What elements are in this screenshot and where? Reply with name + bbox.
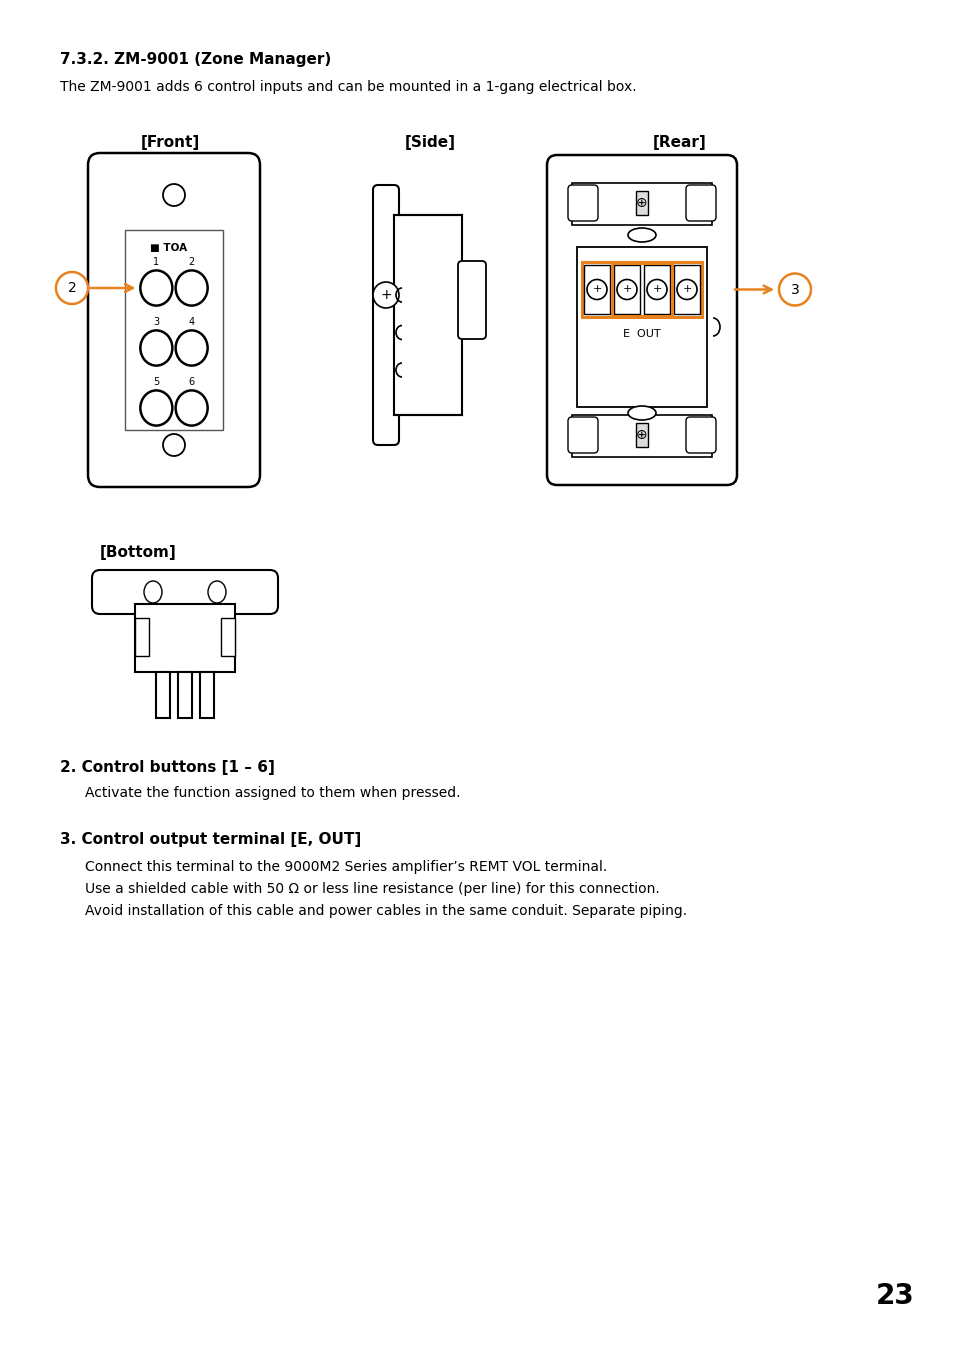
FancyBboxPatch shape [567, 417, 598, 453]
Text: +: + [592, 285, 601, 295]
Text: 6: 6 [189, 377, 194, 386]
Bar [200, 671, 213, 717]
Bar [178, 671, 192, 717]
Text: [Bottom]: [Bottom] [100, 544, 176, 561]
FancyBboxPatch shape [685, 417, 716, 453]
FancyBboxPatch shape [88, 153, 260, 486]
Bar [135, 617, 149, 657]
Text: 3. Control output terminal [E, OUT]: 3. Control output terminal [E, OUT] [60, 832, 361, 847]
Text: 2: 2 [189, 257, 194, 267]
Bar [673, 265, 700, 313]
Text: +: + [652, 285, 661, 295]
Bar [156, 671, 170, 717]
Ellipse shape [175, 390, 208, 426]
Bar [636, 190, 647, 215]
Circle shape [586, 280, 606, 300]
Text: [Rear]: [Rear] [653, 135, 706, 150]
Text: Use a shielded cable with 50 Ω or less line resistance (per line) for this conne: Use a shielded cable with 50 Ω or less l… [85, 882, 659, 896]
Ellipse shape [144, 581, 162, 603]
Ellipse shape [140, 331, 172, 366]
Ellipse shape [175, 270, 208, 305]
FancyBboxPatch shape [373, 185, 398, 444]
Bar [135, 604, 234, 671]
Text: ⊕: ⊕ [636, 196, 647, 209]
Bar [125, 230, 223, 430]
Text: [Front]: [Front] [140, 135, 199, 150]
Circle shape [163, 184, 185, 205]
Text: 5: 5 [153, 377, 159, 386]
Text: 1: 1 [153, 257, 159, 267]
Text: The ZM-9001 adds 6 control inputs and can be mounted in a 1-gang electrical box.: The ZM-9001 adds 6 control inputs and ca… [60, 80, 636, 95]
FancyBboxPatch shape [546, 155, 737, 485]
Text: +: + [380, 288, 392, 303]
Circle shape [779, 273, 810, 305]
Bar [581, 262, 701, 317]
Ellipse shape [140, 390, 172, 426]
Circle shape [373, 282, 398, 308]
Text: 4: 4 [189, 317, 194, 327]
Text: 3: 3 [790, 282, 799, 296]
Bar [612, 263, 671, 316]
Circle shape [163, 434, 185, 457]
Text: +: + [681, 285, 691, 295]
Text: 2. Control buttons [1 – 6]: 2. Control buttons [1 – 6] [60, 761, 274, 775]
Ellipse shape [140, 270, 172, 305]
Text: ⊕: ⊕ [636, 428, 647, 442]
Bar [583, 265, 609, 313]
Bar [394, 215, 461, 415]
Circle shape [646, 280, 666, 300]
Text: 23: 23 [875, 1282, 913, 1310]
Text: E  OUT: E OUT [622, 330, 660, 339]
Text: [Side]: [Side] [404, 135, 455, 150]
Ellipse shape [208, 581, 226, 603]
Text: +: + [621, 285, 631, 295]
Text: ■ TOA: ■ TOA [151, 243, 188, 253]
Text: Connect this terminal to the 9000M2 Series amplifier’s REMT VOL terminal.: Connect this terminal to the 9000M2 Seri… [85, 861, 607, 874]
Circle shape [56, 272, 88, 304]
FancyBboxPatch shape [567, 185, 598, 222]
Text: 3: 3 [153, 317, 159, 327]
FancyBboxPatch shape [91, 570, 277, 613]
Bar [572, 415, 711, 457]
Circle shape [677, 280, 697, 300]
Bar [636, 423, 647, 447]
Text: Avoid installation of this cable and power cables in the same conduit. Separate : Avoid installation of this cable and pow… [85, 904, 686, 917]
FancyBboxPatch shape [685, 185, 716, 222]
Ellipse shape [627, 407, 656, 420]
Bar [614, 265, 639, 313]
Ellipse shape [627, 228, 656, 242]
Ellipse shape [175, 331, 208, 366]
Bar [221, 617, 234, 657]
Bar [572, 182, 711, 226]
Text: Activate the function assigned to them when pressed.: Activate the function assigned to them w… [85, 786, 460, 800]
FancyBboxPatch shape [457, 261, 485, 339]
Bar [643, 265, 669, 313]
Circle shape [617, 280, 637, 300]
Text: 7.3.2. ZM-9001 (Zone Manager): 7.3.2. ZM-9001 (Zone Manager) [60, 51, 331, 68]
Text: 2: 2 [68, 281, 76, 295]
Bar [577, 247, 706, 407]
